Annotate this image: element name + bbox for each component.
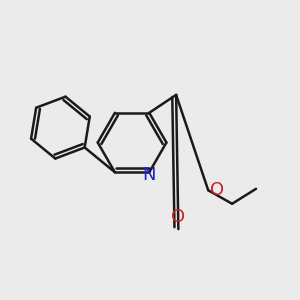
Text: O: O: [210, 181, 224, 199]
Text: O: O: [171, 208, 185, 226]
Text: N: N: [142, 166, 156, 184]
